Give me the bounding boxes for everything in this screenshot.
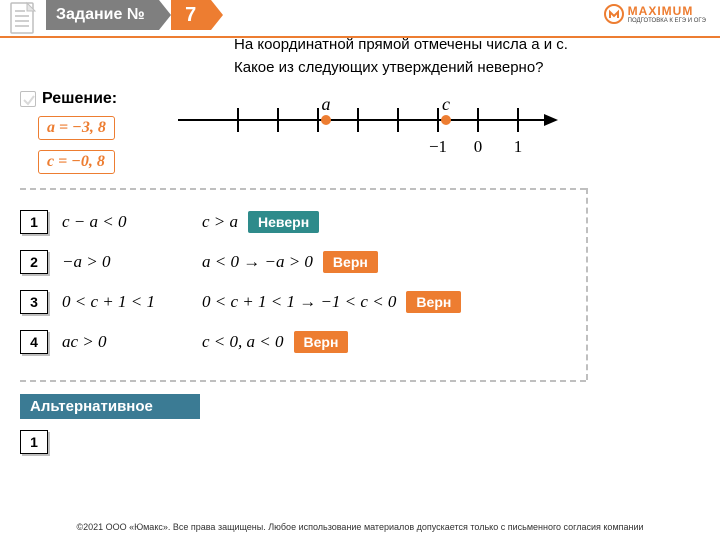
answer-number: 2 [20,250,48,274]
task-label: Задание № [46,0,159,30]
answer-expression: −a > 0 [62,252,202,272]
answer-expression: 0 < c + 1 < 1 [62,292,202,312]
brand-logo: MAXIMUM ПОДГОТОВКА К ЕГЭ И ОГЭ [604,4,706,24]
answer-derivation: a < 0 → −a > 0 [202,252,313,272]
divider-right [586,188,588,380]
header: Задание № 7 MAXIMUM ПОДГОТОВКА К ЕГЭ И О… [0,0,720,30]
question-block: На координатной прямой отмечены числа a … [234,36,568,76]
answer-expression: ac > 0 [62,332,202,352]
alternative-header: Альтернативное [20,394,200,419]
logo-icon [604,4,624,24]
answer-derivation: 0 < c + 1 < 1 → −1 < c < 0 [202,292,396,312]
document-icon [0,0,46,38]
svg-text:1: 1 [514,137,523,156]
verdict-true-badge: Верн [406,291,461,313]
answer-row: 1 c − a < 0c > a Неверн [20,202,580,242]
answer-derivation: c > a [202,212,238,232]
given-a: a = −3, 8 [38,116,115,140]
logo-subtext: ПОДГОТОВКА К ЕГЭ И ОГЭ [628,18,706,24]
task-label-text: Задание № [56,6,145,24]
answer-row: 2 −a > 0a < 0 → −a > 0 Верн [20,242,580,282]
checkmark-icon [20,91,36,107]
verdict-true-badge: Верн [294,331,349,353]
answer-row: 3 0 < c + 1 < 10 < c + 1 < 1 → −1 < c < 0… [20,282,580,322]
givens: a = −3, 8 c = −0, 8 [38,116,115,174]
logo-text: MAXIMUM [628,4,706,18]
alternative-number: 1 [20,430,62,454]
divider-bottom [20,380,586,382]
alt-number-box: 1 [20,430,48,454]
svg-text:c: c [442,94,450,114]
question-line2: Какое из следующих утверждений неверно? [234,59,568,76]
answers-block: 1 c − a < 0c > a Неверн 2 −a > 0a < 0 → −a >… [20,202,580,362]
solution-label: Решение: [42,90,117,108]
question-line1: На координатной прямой отмечены числа a … [234,36,568,53]
given-c: c = −0, 8 [38,150,115,174]
svg-text:−1: −1 [429,137,447,156]
task-number-text: 7 [185,4,196,27]
answer-row: 4 ac > 0c < 0, a < 0 Верн [20,322,580,362]
answer-number: 3 [20,290,48,314]
svg-text:a: a [322,94,331,114]
footer-copyright: ©2021 ООО «Юмакс». Все права защищены. Л… [0,522,720,532]
number-line: −1 0 1 a c [178,92,578,172]
answer-number: 4 [20,330,48,354]
answer-number: 1 [20,210,48,234]
divider-top [20,188,586,190]
answer-expression: c − a < 0 [62,212,202,232]
solution-header: Решение: [20,90,117,108]
task-number: 7 [171,0,211,30]
verdict-true-badge: Верн [323,251,378,273]
svg-text:0: 0 [474,137,483,156]
verdict-false-badge: Неверн [248,211,319,233]
answer-derivation: c < 0, a < 0 [202,332,284,352]
